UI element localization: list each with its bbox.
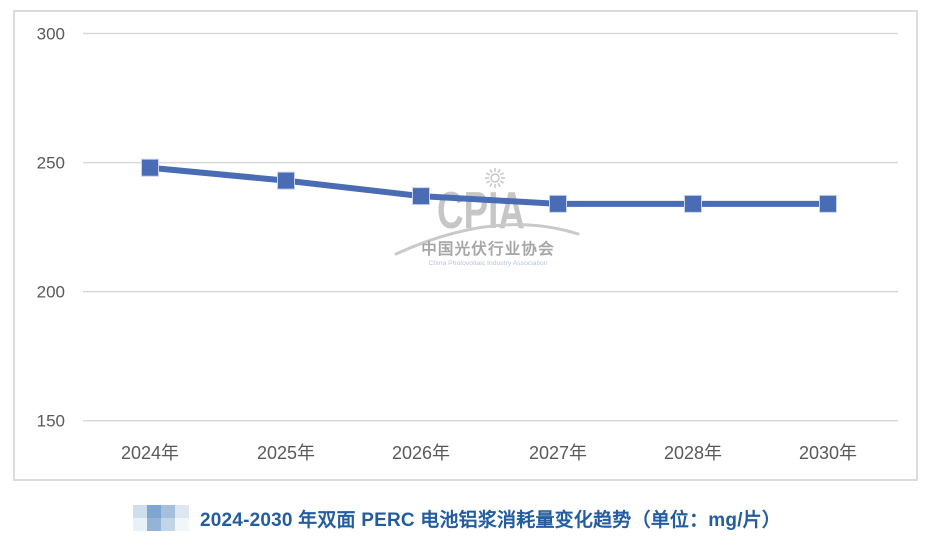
- x-axis-tick-label: 2024年: [121, 443, 179, 463]
- x-axis-tick-label: 2028年: [664, 443, 722, 463]
- data-point-marker: [819, 194, 837, 213]
- x-axis-tick-label: 2025年: [257, 443, 315, 463]
- caption-text: 2024-2030 年双面 PERC 电池铝浆消耗量变化趋势（单位：mg/片）: [200, 509, 782, 531]
- censored-source-logo: [133, 505, 189, 531]
- mosaic-cell: [175, 505, 189, 518]
- data-point-marker: [549, 194, 567, 213]
- x-axis-tick-label: 2026年: [392, 443, 450, 463]
- data-point-marker: [412, 187, 430, 206]
- y-axis-tick-label: 250: [37, 154, 65, 173]
- x-axis-tick-label: 2027年: [529, 443, 587, 463]
- mosaic-cell: [133, 505, 147, 518]
- y-axis-tick-label: 300: [37, 25, 65, 44]
- data-point-marker: [684, 194, 702, 213]
- y-axis-tick-label: 150: [37, 412, 65, 431]
- x-axis-tick-label: 2030年: [799, 443, 857, 463]
- mosaic-cell: [147, 505, 161, 518]
- data-point-marker: [277, 171, 295, 190]
- watermark-org-name-cn: 中国光伏行业协会: [421, 239, 555, 258]
- data-point-marker: [141, 158, 159, 177]
- cpia-watermark: CPIA 中国光伏行业协会 China Photovoltaic Industr…: [392, 150, 602, 270]
- mosaic-cell: [175, 518, 189, 531]
- chart-caption: 2024-2030 年双面 PERC 电池铝浆消耗量变化趋势（单位：mg/片）: [133, 504, 781, 532]
- line-chart: 300 250 200 150 2024年 2025年 2026年 2027年 2028年 203…: [37, 25, 898, 463]
- chart-area: CPIA 中国光伏行业协会 China Photovoltaic Industr…: [13, 10, 918, 481]
- cpia-watermark-graphic: CPIA 中国光伏行业协会 China Photovoltaic Industr…: [394, 168, 580, 267]
- sun-icon: [485, 168, 505, 188]
- watermark-acronym: CPIA: [437, 182, 525, 240]
- mosaic-cell: [147, 518, 161, 531]
- mosaic-cell: [161, 518, 175, 531]
- watermark-arc-swoosh: [394, 223, 580, 256]
- mosaic-cell: [133, 518, 147, 531]
- series-line: [149, 164, 828, 207]
- mosaic-cell: [161, 505, 175, 518]
- y-axis-tick-label: 200: [37, 283, 65, 302]
- watermark-org-name-en: China Photovoltaic Industry Association: [428, 260, 547, 267]
